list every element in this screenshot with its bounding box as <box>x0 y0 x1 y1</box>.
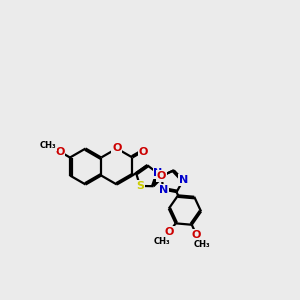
Text: N: N <box>159 184 168 194</box>
Text: CH₃: CH₃ <box>153 237 170 246</box>
Text: N: N <box>153 168 163 178</box>
Text: CH₃: CH₃ <box>40 142 56 151</box>
Text: CH₃: CH₃ <box>194 240 210 249</box>
Text: O: O <box>112 143 122 154</box>
Text: N: N <box>178 175 188 185</box>
Text: S: S <box>136 181 144 191</box>
Text: O: O <box>139 147 148 157</box>
Text: O: O <box>192 230 201 240</box>
Text: O: O <box>157 171 166 181</box>
Text: O: O <box>165 227 174 237</box>
Text: O: O <box>55 147 64 157</box>
